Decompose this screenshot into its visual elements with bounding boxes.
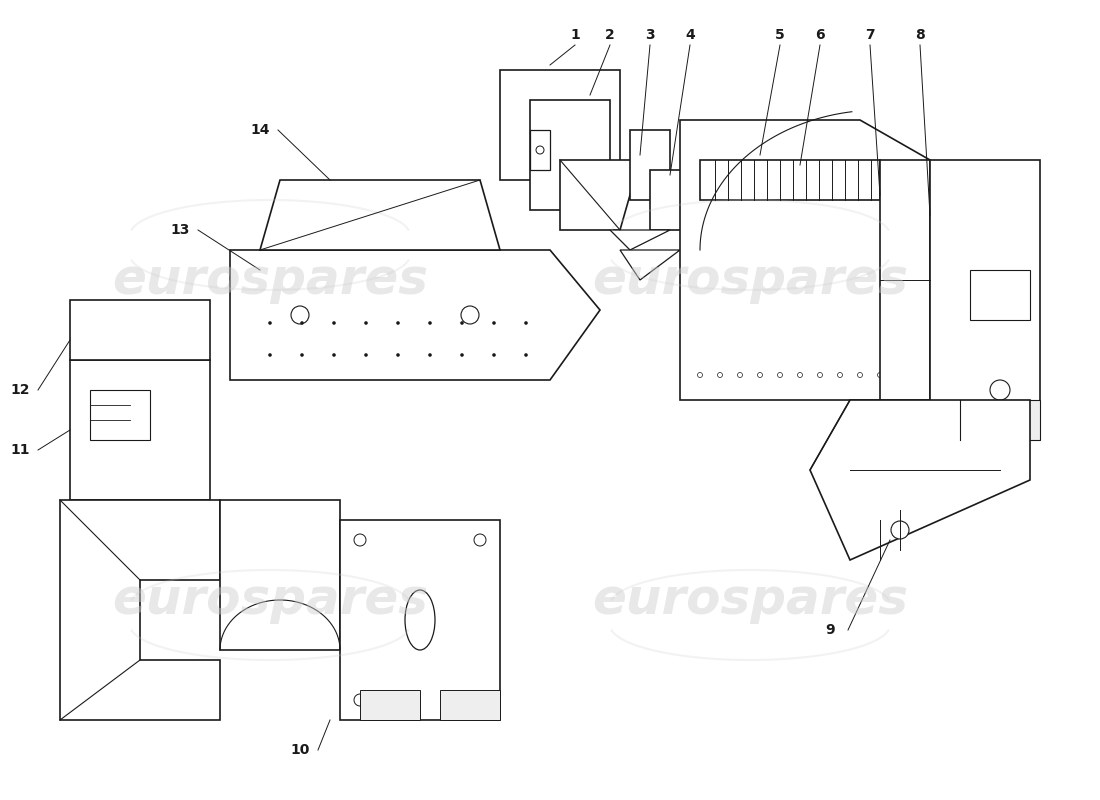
Ellipse shape (405, 590, 435, 650)
Circle shape (428, 354, 432, 357)
Polygon shape (690, 140, 740, 210)
Polygon shape (530, 100, 610, 210)
Text: 14: 14 (251, 123, 270, 137)
Polygon shape (650, 170, 690, 230)
Circle shape (474, 694, 486, 706)
Circle shape (798, 373, 803, 378)
Polygon shape (960, 400, 1040, 440)
Circle shape (396, 354, 399, 357)
Polygon shape (610, 230, 670, 250)
Text: 7: 7 (866, 28, 874, 42)
Text: 8: 8 (915, 28, 925, 42)
Circle shape (697, 373, 703, 378)
Circle shape (758, 373, 762, 378)
Circle shape (268, 354, 272, 357)
Circle shape (396, 321, 399, 325)
Circle shape (300, 354, 304, 357)
Circle shape (364, 354, 367, 357)
Text: 2: 2 (605, 28, 615, 42)
Circle shape (300, 321, 304, 325)
Circle shape (461, 306, 478, 324)
Circle shape (737, 373, 742, 378)
Polygon shape (930, 160, 1040, 440)
Circle shape (837, 373, 843, 378)
Circle shape (460, 321, 464, 325)
Polygon shape (90, 390, 150, 440)
Polygon shape (680, 120, 930, 400)
Text: 4: 4 (685, 28, 695, 42)
Text: 1: 1 (570, 28, 580, 42)
Polygon shape (340, 520, 500, 720)
Polygon shape (70, 360, 210, 500)
Text: 6: 6 (815, 28, 825, 42)
Text: 13: 13 (170, 223, 189, 237)
Polygon shape (530, 130, 550, 170)
Circle shape (525, 321, 528, 325)
Circle shape (891, 521, 909, 539)
Circle shape (492, 321, 496, 325)
Circle shape (332, 354, 336, 357)
Polygon shape (710, 180, 760, 240)
Circle shape (858, 373, 862, 378)
Text: 9: 9 (825, 623, 835, 637)
Polygon shape (620, 250, 680, 280)
Text: eurospares: eurospares (592, 256, 908, 304)
Text: 5: 5 (776, 28, 785, 42)
Circle shape (474, 534, 486, 546)
Polygon shape (560, 160, 640, 230)
Polygon shape (880, 160, 929, 400)
Circle shape (292, 306, 309, 324)
Circle shape (428, 321, 432, 325)
Circle shape (354, 534, 366, 546)
Polygon shape (360, 690, 420, 720)
Circle shape (492, 354, 496, 357)
Polygon shape (810, 400, 1030, 560)
Circle shape (778, 373, 782, 378)
Polygon shape (70, 300, 210, 360)
Polygon shape (230, 250, 600, 380)
Text: eurospares: eurospares (592, 576, 908, 624)
Circle shape (354, 694, 366, 706)
Polygon shape (970, 270, 1030, 320)
Circle shape (525, 354, 528, 357)
Circle shape (990, 380, 1010, 400)
Circle shape (717, 373, 723, 378)
Circle shape (536, 146, 544, 154)
Text: eurospares: eurospares (112, 576, 428, 624)
Text: 10: 10 (290, 743, 310, 757)
Circle shape (878, 373, 882, 378)
Polygon shape (440, 690, 500, 720)
Text: 12: 12 (10, 383, 30, 397)
Text: eurospares: eurospares (112, 256, 428, 304)
Polygon shape (220, 500, 340, 650)
Circle shape (460, 354, 464, 357)
Text: 3: 3 (646, 28, 654, 42)
Polygon shape (630, 130, 670, 200)
Circle shape (817, 373, 823, 378)
Polygon shape (60, 500, 220, 720)
Polygon shape (700, 160, 880, 200)
Text: 11: 11 (10, 443, 30, 457)
Circle shape (364, 321, 367, 325)
Circle shape (332, 321, 336, 325)
Polygon shape (500, 70, 620, 180)
Polygon shape (260, 180, 500, 250)
Circle shape (268, 321, 272, 325)
